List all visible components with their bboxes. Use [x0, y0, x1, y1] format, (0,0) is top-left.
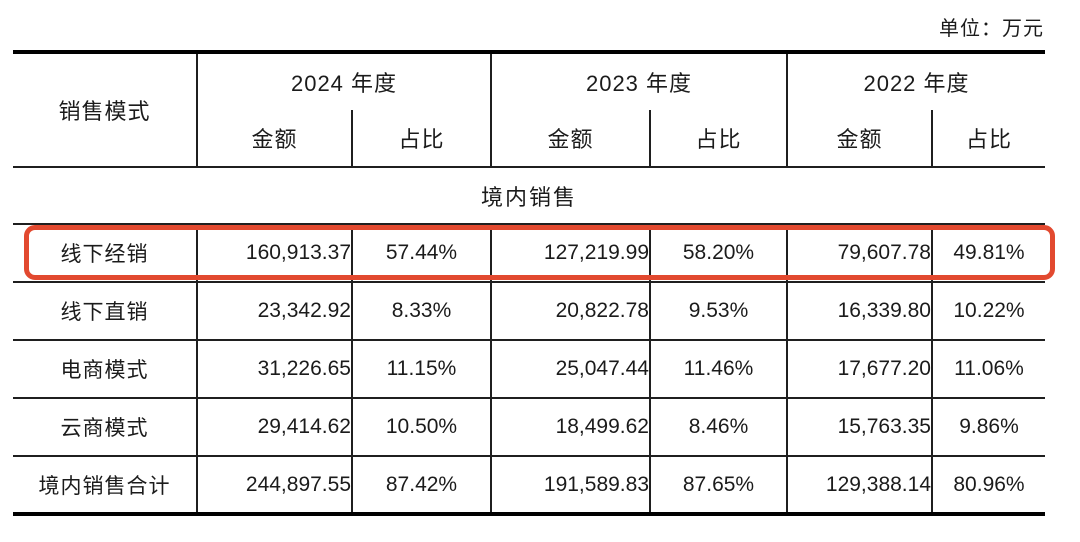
ratio-cell: 87.65%	[649, 456, 787, 516]
year-2024-header: 2024 年度	[196, 50, 491, 110]
ratio-cell: 11.46%	[649, 340, 787, 399]
ratio-cell: 8.46%	[649, 398, 787, 457]
amount-cell: 23,342.92	[196, 282, 352, 341]
row-label: 境内销售合计	[13, 456, 197, 516]
row-label: 云商模式	[13, 398, 197, 457]
amount-header-2023: 金额	[490, 110, 650, 167]
ratio-cell: 87.42%	[351, 456, 491, 516]
amount-cell: 16,339.80	[786, 282, 932, 341]
ratio-cell: 80.96%	[931, 456, 1045, 516]
row-label: 线下经销	[13, 224, 197, 283]
ratio-cell: 8.33%	[351, 282, 491, 341]
ratio-header-2023: 占比	[649, 110, 787, 167]
amount-cell: 17,677.20	[786, 340, 932, 399]
table-row-offline-direct: 线下直销 23,342.92 8.33% 20,822.78 9.53% 16,…	[13, 282, 1045, 341]
amount-cell: 18,499.62	[490, 398, 650, 457]
ratio-cell: 49.81%	[931, 224, 1045, 283]
ratio-header-2022: 占比	[931, 110, 1045, 167]
sales-mode-table: 销售模式 2024 年度 2023 年度 2022 年度 金额 占比 金额 占比…	[13, 50, 1045, 516]
amount-cell: 15,763.35	[786, 398, 932, 457]
amount-cell: 191,589.83	[490, 456, 650, 516]
ratio-cell: 10.50%	[351, 398, 491, 457]
table-row-ecommerce: 电商模式 31,226.65 11.15% 25,047.44 11.46% 1…	[13, 340, 1045, 399]
section-row-domestic-sales: 境内销售	[13, 166, 1045, 225]
table-row-cloud-commerce: 云商模式 29,414.62 10.50% 18,499.62 8.46% 15…	[13, 398, 1045, 457]
section-label: 境内销售	[13, 166, 1045, 225]
amount-cell: 25,047.44	[490, 340, 650, 399]
amount-header-2024: 金额	[196, 110, 352, 167]
amount-cell: 244,897.55	[196, 456, 352, 516]
sales-mode-header: 销售模式	[13, 50, 197, 167]
ratio-header-2024: 占比	[351, 110, 491, 167]
ratio-cell: 11.15%	[351, 340, 491, 399]
year-2022-header: 2022 年度	[786, 50, 1045, 110]
ratio-cell: 9.86%	[931, 398, 1045, 457]
year-2023-header: 2023 年度	[490, 50, 787, 110]
amount-cell: 31,226.65	[196, 340, 352, 399]
amount-cell: 127,219.99	[490, 224, 650, 283]
amount-cell: 29,414.62	[196, 398, 352, 457]
row-label: 线下直销	[13, 282, 197, 341]
ratio-cell: 58.20%	[649, 224, 787, 283]
amount-cell: 20,822.78	[490, 282, 650, 341]
sub-header-row: 金额 占比 金额 占比 金额 占比	[13, 110, 1045, 167]
amount-header-2022: 金额	[786, 110, 932, 167]
unit-label: 单位：万元	[939, 18, 1044, 40]
table-row-domestic-total: 境内销售合计 244,897.55 87.42% 191,589.83 87.6…	[13, 456, 1045, 516]
amount-cell: 129,388.14	[786, 456, 932, 516]
ratio-cell: 11.06%	[931, 340, 1045, 399]
amount-cell: 160,913.37	[196, 224, 352, 283]
ratio-cell: 9.53%	[649, 282, 787, 341]
year-header-row: 销售模式 2024 年度 2023 年度 2022 年度	[13, 50, 1045, 167]
ratio-cell: 10.22%	[931, 282, 1045, 341]
amount-cell: 79,607.78	[786, 224, 932, 283]
row-label: 电商模式	[13, 340, 197, 399]
table-row-offline-distribution: 线下经销 160,913.37 57.44% 127,219.99 58.20%…	[13, 224, 1045, 283]
ratio-cell: 57.44%	[351, 224, 491, 283]
